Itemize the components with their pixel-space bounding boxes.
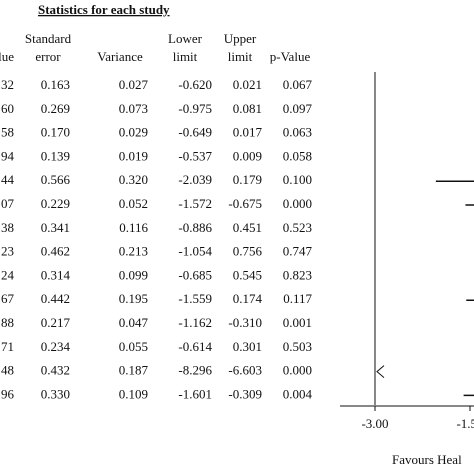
x-tick-label: -1.50: [456, 416, 474, 431]
table-cell: 38: [1, 220, 14, 235]
table-cell: 0.566: [41, 172, 71, 187]
table-cell: 94: [1, 148, 15, 163]
table-cell: 48: [1, 363, 14, 378]
table-cell: 0.001: [283, 315, 312, 330]
table-cell: 0.170: [41, 125, 70, 140]
table-cell: 0.004: [283, 386, 313, 401]
table-cell: -1.162: [178, 315, 212, 330]
table-cell: -0.537: [178, 148, 212, 163]
table-cell: 0.217: [41, 315, 71, 330]
table-cell: 0.081: [233, 101, 262, 116]
table-cell: 32: [1, 77, 14, 92]
table-cell: -6.603: [228, 363, 262, 378]
table-cell: 0.017: [233, 125, 263, 140]
table-cell: 0.432: [41, 363, 70, 378]
table-cell: 0.269: [41, 101, 70, 116]
ci-arrow: [376, 365, 385, 378]
table-cell: 0.021: [233, 77, 262, 92]
column-header: limit: [173, 49, 198, 64]
table-cell: 0.523: [283, 220, 312, 235]
table-cell: 0.063: [283, 125, 312, 140]
table-cell: 0.047: [119, 315, 149, 330]
column-header: Standard: [25, 31, 72, 46]
column-header: Variance: [97, 49, 143, 64]
table-cell: 0.073: [119, 101, 148, 116]
table-cell: 0.009: [233, 148, 262, 163]
table-cell: 0.058: [283, 148, 312, 163]
table-cell: -1.054: [178, 244, 212, 259]
table-cell: -0.620: [178, 77, 212, 92]
table-cell: 0.097: [283, 101, 313, 116]
column-header: error: [35, 49, 61, 64]
table-cell: 0.462: [41, 244, 70, 259]
table-cell: -0.309: [228, 386, 262, 401]
table-cell: 71: [1, 339, 14, 354]
table-cell: -8.296: [178, 363, 212, 378]
table-cell: -1.601: [178, 386, 212, 401]
table-cell: -2.039: [178, 172, 212, 187]
table-cell: 96: [1, 386, 15, 401]
table-cell: 0.234: [41, 339, 71, 354]
table-cell: 58: [1, 125, 14, 140]
table-cell: 0.052: [119, 196, 148, 211]
x-tick-label: -3.00: [361, 416, 388, 431]
table-cell: -0.649: [178, 125, 212, 140]
table-cell: 0.341: [41, 220, 70, 235]
column-header: limit: [228, 49, 253, 64]
table-cell: 60: [1, 101, 14, 116]
column-header: Lower: [168, 31, 203, 46]
x-axis-label: Favours Heal: [392, 452, 462, 467]
table-cell: 0.545: [233, 267, 262, 282]
table-cell: -1.572: [178, 196, 212, 211]
table-cell: 0.027: [119, 77, 149, 92]
table-cell: 0.747: [283, 244, 313, 259]
table-cell: 0.823: [283, 267, 312, 282]
column-header: lue: [0, 49, 14, 64]
table-cell: 0.099: [119, 267, 148, 282]
table-cell: 0.139: [41, 148, 70, 163]
table-cell: 0.756: [233, 244, 263, 259]
table-cell: -1.559: [178, 291, 212, 306]
table-cell: 0.109: [119, 386, 148, 401]
table-cell: 67: [1, 291, 15, 306]
table-cell: 88: [1, 315, 14, 330]
table-cell: 0.229: [41, 196, 70, 211]
table-cell: 0.301: [233, 339, 262, 354]
table-cell: 0.195: [119, 291, 148, 306]
table-cell: -0.975: [178, 101, 212, 116]
table-cell: 0.067: [283, 77, 313, 92]
table-cell: -0.886: [178, 220, 212, 235]
table-title: Statistics for each study: [38, 2, 170, 17]
table-cell: 0.000: [283, 363, 312, 378]
table-cell: 0.213: [119, 244, 148, 259]
table-cell: 0.055: [119, 339, 148, 354]
table-cell: 0.174: [233, 291, 263, 306]
column-header: p-Value: [270, 49, 311, 64]
table-cell: 0.503: [283, 339, 312, 354]
table-cell: 0.000: [283, 196, 312, 211]
table-cell: 0.163: [41, 77, 70, 92]
table-cell: -0.675: [228, 196, 262, 211]
table-cell: 0.117: [283, 291, 312, 306]
table-cell: 0.179: [233, 172, 262, 187]
table-cell: 0.451: [233, 220, 262, 235]
table-cell: 07: [1, 196, 15, 211]
table-cell: 0.330: [41, 386, 70, 401]
table-cell: 0.320: [119, 172, 148, 187]
table-cell: -0.685: [178, 267, 212, 282]
table-cell: 44: [1, 172, 15, 187]
table-cell: 0.442: [41, 291, 70, 306]
column-header: Upper: [224, 31, 257, 46]
table-cell: 0.116: [119, 220, 148, 235]
table-cell: 0.100: [283, 172, 312, 187]
table-cell: 0.314: [41, 267, 71, 282]
table-cell: -0.614: [178, 339, 212, 354]
table-cell: 23: [1, 244, 14, 259]
table-cell: 0.187: [119, 363, 149, 378]
table-cell: 24: [1, 267, 15, 282]
table-cell: 0.019: [119, 148, 148, 163]
table-cell: -0.310: [228, 315, 262, 330]
table-cell: 0.029: [119, 125, 148, 140]
